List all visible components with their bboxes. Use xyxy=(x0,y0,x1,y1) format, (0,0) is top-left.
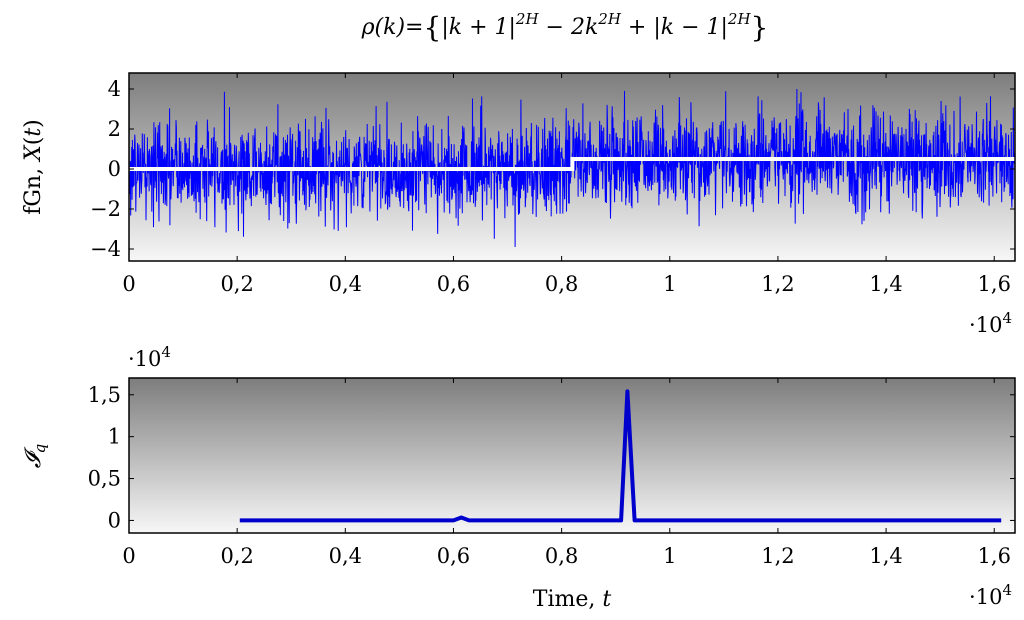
iq-x-axis-label: Time, t xyxy=(533,587,612,612)
fgn-x-tick-label: 0 xyxy=(122,272,135,296)
chart-title: ρ(k)={|k + 1|2H − 2k2H + |k − 1|2H} xyxy=(361,10,769,44)
iq-plot-frame xyxy=(128,377,1016,534)
iq-x-tick-label: 0,2 xyxy=(220,544,253,568)
fgn-mean-step-line xyxy=(129,157,1015,171)
iq-x-tick-label: 1,4 xyxy=(869,544,902,568)
iq-axes: 0 0,2 0,4 0,6 0,8 1 1,2 1,4 1,6 0 0,5 1 1,5 xyxy=(88,378,1015,568)
iq-panel: 0 0,2 0,4 0,6 0,8 1 1,2 1,4 1,600,511,5 𝓘q ·104 … xyxy=(21,343,1016,612)
iq-x-tick-label: 1,2 xyxy=(761,544,794,568)
iq-x-tick-label: 0 xyxy=(122,544,135,568)
fgn-x-tick-label: 1,6 xyxy=(978,272,1011,296)
iq-y-scale-label: ·104 xyxy=(128,343,171,371)
iq-y-tick-label: 0 xyxy=(108,508,121,532)
fgn-x-scale-label: ·104 xyxy=(969,309,1012,337)
fgn-x-tick-label: 0,6 xyxy=(437,272,470,296)
fgn-x-tick-label: 0,2 xyxy=(220,272,253,296)
iq-x-tick-label: 0,8 xyxy=(545,544,578,568)
fgn-x-tick-label: 1,4 xyxy=(869,272,902,296)
fgn-axes: 0 0,2 0,4 0,6 0,8 1 1,2 1,4 1,6 −4 −2 0 2 4 xyxy=(90,73,1015,296)
iq-x-scale-label: ·104 xyxy=(969,581,1012,609)
fgn-series-layer xyxy=(128,88,1016,248)
fgn-plot-frame xyxy=(128,72,1016,262)
iq-series-layer xyxy=(239,389,1002,523)
fgn-panel: 0 0,2 0,4 0,6 0,8 1 1,2 1,4 1,6 −4 −2 0 2 4 fGn, X(t)… xyxy=(21,72,1016,337)
iq-x-tick-label: 0,4 xyxy=(329,544,362,568)
fgn-x-tick-label: 1,2 xyxy=(761,272,794,296)
fgn-y-tick-label: −2 xyxy=(90,197,121,221)
iq-y-axis-label: 𝓘q xyxy=(21,444,49,468)
iq-plot-background xyxy=(129,378,1015,533)
fgn-y-tick-label: −4 xyxy=(90,237,121,261)
iq-x-tick-label: 1,6 xyxy=(978,544,1011,568)
iq-x-tick-label: 0,6 xyxy=(437,544,470,568)
iq-y-tick-label: 0,5 xyxy=(88,467,121,491)
fgn-x-tick-label: 0,4 xyxy=(329,272,362,296)
iq-line xyxy=(239,389,1002,523)
fgn-y-tick-label: 4 xyxy=(108,77,121,101)
iq-y-tick-label: 1 xyxy=(108,425,121,449)
fgn-y-tick-label: 0 xyxy=(108,157,121,181)
fgn-y-tick-label: 2 xyxy=(108,117,121,141)
iq-y-tick-label: 1,5 xyxy=(88,383,121,407)
iq-x-tick-label: 1 xyxy=(663,544,676,568)
fgn-x-tick-label: 0,8 xyxy=(545,272,578,296)
fgn-y-axis-label: fGn, X(t) xyxy=(21,119,46,215)
fgn-x-tick-label: 1 xyxy=(663,272,676,296)
